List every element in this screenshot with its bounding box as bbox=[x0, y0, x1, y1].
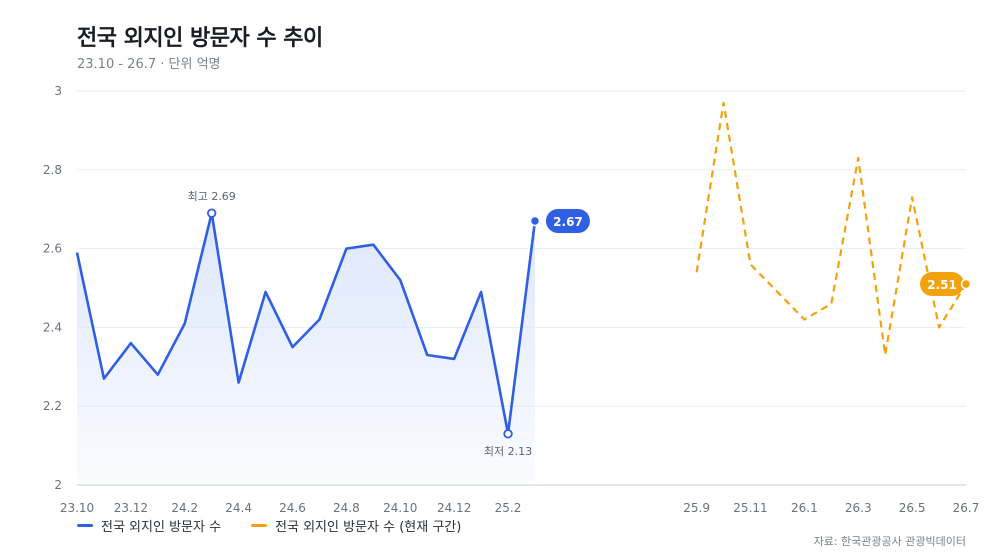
x-tick-label: 26.7 bbox=[953, 501, 980, 515]
max-label: 최고 2.69 bbox=[188, 190, 236, 203]
y-tick-label: 2.2 bbox=[43, 399, 62, 413]
series-line-forecast bbox=[695, 101, 967, 357]
chart-title: 전국 외지인 방문자 수 추이 bbox=[77, 26, 323, 51]
x-tick-label: 24.4 bbox=[225, 501, 252, 515]
y-tick-label: 2.8 bbox=[43, 163, 62, 177]
last-forecast-badge bbox=[920, 272, 964, 297]
x-tick-label: 24.6 bbox=[279, 501, 306, 515]
last-actual-badge bbox=[545, 209, 590, 234]
series-area-actual bbox=[77, 213, 535, 485]
legend-label-forecast: 전국 외지인 방문자 수 (현재 구간) bbox=[275, 520, 462, 535]
legend-item-actual: 전국 외지인 방문자 수 bbox=[77, 516, 221, 535]
legend: 전국 외지인 방문자 수 전국 외지인 방문자 수 (현재 구간) bbox=[77, 516, 461, 535]
min-label: 최저 2.13 bbox=[484, 445, 532, 458]
legend-item-forecast: 전국 외지인 방문자 수 (현재 구간) bbox=[251, 516, 461, 535]
x-tick-label: 25.11 bbox=[733, 501, 767, 515]
y-tick-label: 3 bbox=[54, 84, 62, 98]
x-tick-label: 26.1 bbox=[791, 501, 818, 515]
last-actual-value: 2.67 bbox=[553, 215, 583, 229]
last-actual-marker bbox=[529, 215, 541, 227]
x-tick-label: 24.2 bbox=[171, 501, 198, 515]
x-tick-label: 24.12 bbox=[437, 501, 471, 515]
last-forecast-marker bbox=[960, 278, 972, 290]
legend-swatch-forecast bbox=[251, 524, 268, 527]
x-tick-label: 25.2 bbox=[495, 501, 522, 515]
max-point-marker bbox=[206, 208, 217, 218]
source-note: 자료: 한국관광공사 관광빅데이터 bbox=[813, 535, 966, 548]
x-tick-label: 23.10 bbox=[60, 501, 94, 515]
series-line-actual bbox=[75, 211, 537, 436]
x-tick-label: 24.8 bbox=[333, 501, 360, 515]
last-forecast-value: 2.51 bbox=[927, 278, 957, 292]
x-tick-label: 24.10 bbox=[383, 501, 417, 515]
legend-swatch-actual bbox=[77, 524, 93, 527]
x-tick-label: 26.3 bbox=[845, 501, 872, 515]
legend-label-actual: 전국 외지인 방문자 수 bbox=[101, 520, 222, 535]
min-point-marker bbox=[503, 429, 513, 439]
y-tick-label: 2.4 bbox=[43, 320, 62, 334]
y-tick-label: 2.6 bbox=[43, 242, 62, 256]
x-tick-label: 25.9 bbox=[683, 501, 710, 515]
chart-subtitle: 23.10 - 26.7 · 단위 억명 bbox=[77, 57, 221, 72]
y-tick-label: 2 bbox=[54, 478, 62, 492]
x-tick-label: 23.12 bbox=[114, 501, 148, 515]
x-tick-label: 26.5 bbox=[899, 501, 926, 515]
